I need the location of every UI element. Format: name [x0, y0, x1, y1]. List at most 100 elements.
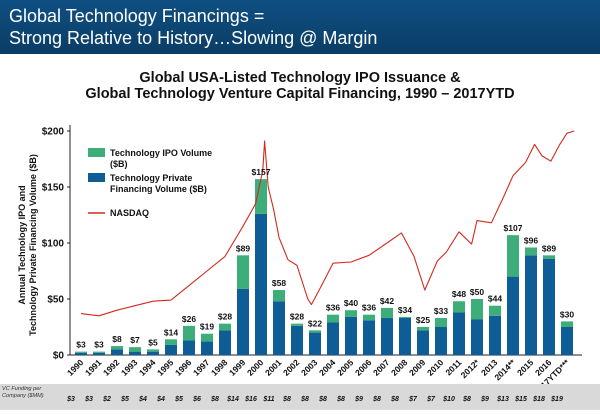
vc-funding-value: $4 [156, 396, 165, 403]
vc-funding-label: VC Funding per Company ($MM) [2, 386, 44, 399]
bar-ipo-volume [201, 333, 213, 342]
bar-private-financing [345, 316, 357, 355]
bar-total-label: $44 [488, 294, 502, 304]
bar-total-label: $33 [434, 306, 448, 316]
vc-funding-value: $13 [496, 396, 509, 403]
bar-total-label: $42 [380, 296, 394, 306]
bar-private-financing [471, 319, 483, 355]
bar-total-label: $25 [416, 315, 430, 325]
bar-private-financing [129, 351, 141, 355]
bar-ipo-volume [147, 349, 159, 352]
bar-private-financing [327, 322, 339, 355]
bar-ipo-volume [93, 351, 105, 353]
x-tick-label: 2012* [459, 357, 482, 380]
bar-private-financing [453, 312, 465, 355]
banner-title-line-1: Global Technology Financings = [9, 6, 265, 26]
bar-private-financing [507, 276, 519, 355]
x-tick-label: 2010 [425, 357, 446, 378]
bar-ipo-volume [237, 255, 249, 289]
bar-private-financing [543, 258, 555, 355]
bar-total-label: $36 [326, 303, 340, 313]
x-tick-label: 1996 [173, 357, 194, 378]
bar-ipo-volume [435, 318, 447, 327]
bar-ipo-volume [309, 330, 321, 333]
vc-funding-value: $8 [390, 396, 399, 403]
x-tick-label: 2015 [515, 357, 536, 378]
y-tick-label: $150 [42, 183, 65, 194]
bar-private-financing [183, 340, 195, 355]
bar-total-label: $19 [200, 322, 214, 332]
x-tick-label: 2006 [353, 357, 374, 378]
vc-funding-value: $9 [354, 396, 363, 403]
bar-private-financing [273, 301, 285, 355]
legend-label-private: Technology Private Financing Volume ($B) [110, 173, 207, 194]
bar-ipo-volume [489, 305, 501, 316]
x-tick-label: 2003 [299, 357, 320, 378]
bar-total-label: $34 [398, 305, 412, 315]
bar-total-label: $5 [148, 337, 158, 347]
bar-ipo-volume [255, 179, 267, 214]
legend-label-nasdaq: NASDAQ [110, 208, 149, 218]
vc-funding-value: $5 [120, 396, 129, 403]
bar-ipo-volume [471, 299, 483, 320]
x-tick-label: 2014** [492, 357, 518, 383]
vc-funding-value: $14 [226, 396, 239, 403]
bar-total-label: $7 [130, 335, 140, 345]
bar-ipo-volume [507, 235, 519, 277]
bar-total-label: $22 [308, 318, 322, 328]
bar-private-financing [111, 349, 123, 355]
bar-private-financing [237, 288, 249, 355]
y-tick-label: $0 [53, 351, 65, 362]
vc-funding-value: $6 [192, 396, 201, 403]
vc-funding-value: $15 [514, 396, 527, 403]
bar-private-financing [201, 341, 213, 355]
bar-private-financing [291, 325, 303, 355]
bar-private-financing [93, 352, 105, 355]
bar-ipo-volume [183, 325, 195, 341]
vc-funding-value: $8 [336, 396, 345, 403]
vc-funding-value: $7 [408, 396, 418, 403]
bar-ipo-volume [543, 255, 555, 259]
bar-private-financing [309, 332, 321, 355]
bar-private-financing [525, 255, 537, 355]
vc-funding-value: $8 [210, 396, 219, 403]
legend-swatch-private [88, 173, 105, 182]
bar-ipo-volume [291, 323, 303, 326]
bar-total-label: $96 [524, 235, 538, 245]
vc-funding-value: $3 [84, 396, 93, 403]
x-tick-label: 1998 [209, 357, 230, 378]
bar-total-label: $26 [182, 314, 196, 324]
x-tick-label: 1999 [227, 357, 248, 378]
vc-funding-value: $11 [262, 396, 274, 403]
vc-funding-value: $8 [300, 396, 309, 403]
bar-private-financing [417, 330, 429, 355]
vc-funding-value: $4 [138, 396, 147, 403]
y-tick-label: $100 [42, 239, 65, 250]
banner-title-line-2: Strong Relative to History…Slowing @ Mar… [9, 28, 378, 48]
bar-ipo-volume [363, 314, 375, 321]
bar-ipo-volume [561, 321, 573, 327]
x-tick-label: 1991 [83, 357, 104, 378]
bar-ipo-volume [417, 327, 429, 331]
x-tick-label: 1997 [191, 357, 212, 378]
bar-total-label: $14 [164, 327, 178, 337]
x-tick-label: 2007 [371, 357, 392, 378]
vc-funding-value: $2 [102, 396, 111, 403]
chart-title: Global USA-Listed Technology IPO Issuanc… [139, 70, 461, 86]
bar-total-label: $28 [290, 312, 304, 322]
bar-total-label: $28 [218, 312, 232, 322]
vc-funding-value: $3 [66, 396, 75, 403]
bar-ipo-volume [219, 323, 231, 331]
bar-total-label: $36 [362, 303, 376, 313]
y-tick-label: $200 [42, 127, 65, 138]
bar-ipo-volume [399, 316, 411, 319]
bar-private-financing [381, 318, 393, 355]
vc-funding-value: $19 [550, 396, 563, 403]
bar-total-label: $48 [452, 289, 466, 299]
chart-subtitle: Global Technology Venture Capital Financ… [85, 86, 515, 102]
bar-ipo-volume [381, 307, 393, 319]
vc-funding-value: $7 [426, 396, 436, 403]
title-banner: Global Technology Financings = Strong Re… [0, 0, 600, 54]
vc-funding-value: $10 [442, 396, 455, 403]
